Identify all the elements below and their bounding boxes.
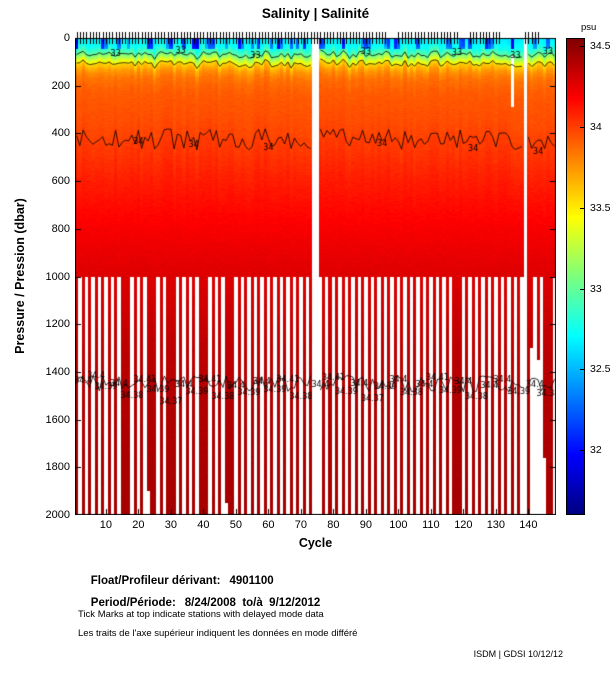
float-id-line: Float/Profileur dérivant: 4901100 <box>78 563 274 599</box>
x-tick-label: 60 <box>262 519 275 531</box>
y-tick-label: 0 <box>63 32 70 44</box>
colorbar-tick-label: 32.5 <box>590 363 611 376</box>
x-tick-label: 50 <box>229 519 242 531</box>
y-tick-label: 800 <box>51 222 70 235</box>
y-tick-label: 1400 <box>45 365 70 378</box>
chart-title: Salinity | Salinité <box>261 6 370 21</box>
float-label: Float/Profileur dérivant: <box>90 575 221 587</box>
x-tick-label: 20 <box>132 519 145 531</box>
y-tick-label: 1200 <box>45 318 70 331</box>
x-tick-label: 120 <box>454 519 473 531</box>
y-axis-title: Pressure / Pression (dbar) <box>13 198 27 354</box>
x-tick-label: 30 <box>164 519 177 531</box>
x-tick-label: 80 <box>327 519 340 531</box>
colorbar-tick-mark <box>580 450 585 451</box>
period-value: 8/24/2008 to/à 9/12/2012 <box>184 597 321 609</box>
colorbar-tick-label: 32 <box>590 444 602 457</box>
note-fr: Les traits de l'axe supérieur indiquent … <box>78 628 358 639</box>
colorbar-tick-mark <box>580 369 585 370</box>
colorbar <box>566 38 585 515</box>
colorbar-tick-label: 34 <box>590 120 602 133</box>
y-tick-label: 2000 <box>45 509 70 521</box>
colorbar-tick-label: 34.5 <box>590 40 611 53</box>
x-tick-label: 110 <box>422 519 440 531</box>
colorbar-tick-mark <box>580 127 585 128</box>
x-tick-label: 90 <box>359 519 372 531</box>
credit-text: ISDM | GDSI 10/12/12 <box>473 649 563 659</box>
y-tick-label: 1600 <box>45 413 70 426</box>
y-tick-label: 200 <box>51 79 70 92</box>
y-tick-label: 400 <box>51 127 70 140</box>
colorbar-unit-label: psu <box>581 22 597 33</box>
period-label: Period/Période: <box>90 597 176 609</box>
colorbar-tick-mark <box>580 46 585 47</box>
colorbar-tick-mark <box>580 208 585 209</box>
note-en: Tick Marks at top indicate stations with… <box>78 609 324 620</box>
x-tick-label: 140 <box>519 519 538 531</box>
colorbar-tick-label: 33.5 <box>590 201 611 214</box>
y-tick-label: 1800 <box>45 461 70 474</box>
salinity-heatmap-canvas <box>75 31 556 515</box>
period-line: Period/Période: 8/24/2008 to/à 9/12/2012 <box>78 585 321 621</box>
y-tick-label: 600 <box>51 175 70 188</box>
x-axis-title: Cycle <box>298 536 333 550</box>
x-tick-label: 40 <box>197 519 210 531</box>
x-tick-label: 70 <box>294 519 307 531</box>
y-tick-label: 1000 <box>45 270 70 283</box>
x-tick-label: 10 <box>99 519 112 531</box>
x-tick-label: 130 <box>486 519 506 531</box>
x-tick-label: 100 <box>389 519 408 531</box>
colorbar-tick-label: 33 <box>590 282 602 295</box>
colorbar-tick-mark <box>580 289 585 290</box>
float-value: 4901100 <box>229 575 274 587</box>
